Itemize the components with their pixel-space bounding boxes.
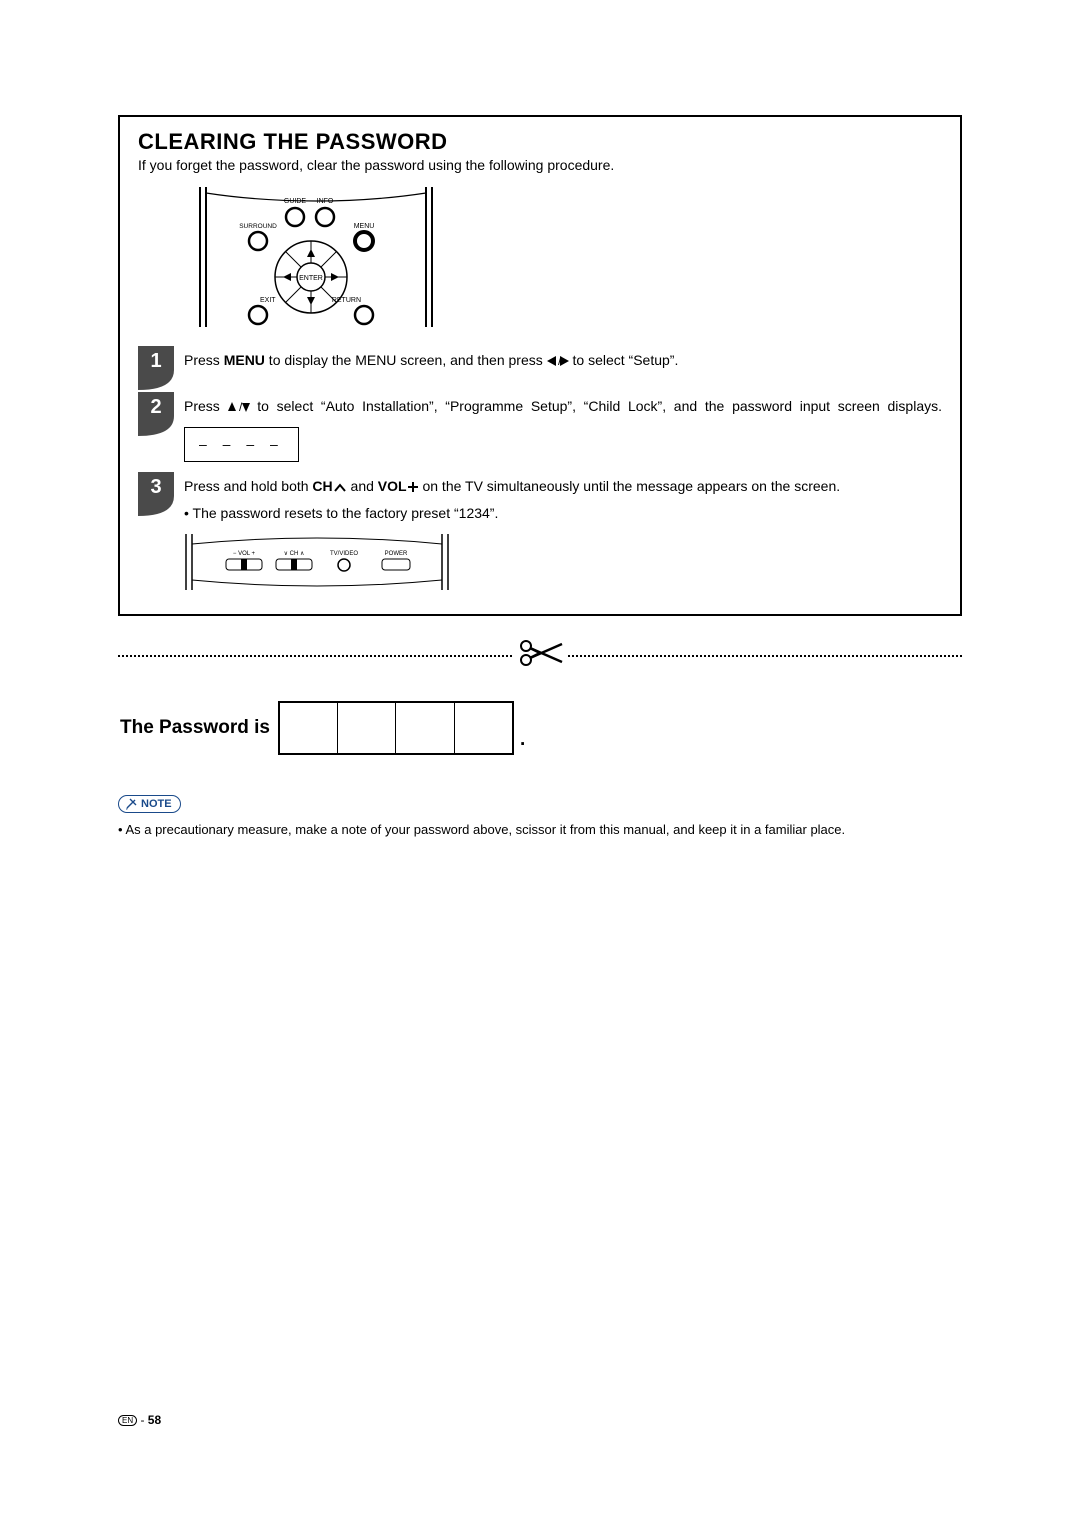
page-footer: EN - 58 — [118, 1413, 161, 1427]
svg-text:POWER: POWER — [385, 551, 408, 557]
step-num-3: 3 — [138, 476, 174, 499]
clearing-password-box: CLEARING THE PASSWORD If you forget the … — [118, 115, 962, 616]
step-3: 3 Press and hold both CH and VOL on the … — [138, 472, 942, 596]
return-label: RETURN — [332, 297, 361, 304]
dotted-line-right — [568, 655, 962, 657]
scissor-icon — [512, 638, 568, 673]
step-3-text: Press and hold both CH and VOL on the TV… — [184, 472, 942, 596]
svg-text:/: / — [239, 401, 243, 413]
step-2: 2 Press / to select “Auto Installation”,… — [138, 392, 942, 462]
enter-label: ENTER — [299, 275, 323, 282]
exit-label: EXIT — [260, 297, 276, 304]
password-period: . — [520, 729, 525, 755]
password-cell — [280, 703, 338, 753]
scissor-cut-line — [118, 638, 962, 673]
step-badge-2: 2 — [138, 392, 174, 428]
step-1-text: Press MENU to display the MENU screen, a… — [184, 346, 942, 373]
vol-plus-icon — [407, 478, 419, 499]
surround-label: SURROUND — [239, 223, 277, 230]
password-boxes — [278, 701, 514, 755]
svg-text:− VOL +: − VOL + — [233, 551, 256, 557]
section-title: CLEARING THE PASSWORD — [138, 129, 942, 155]
password-cell — [338, 703, 396, 753]
guide-label: GUIDE — [284, 198, 307, 205]
remote-illustration: GUIDE INFO SURROUND MENU — [198, 187, 942, 332]
svg-text:TV/VIDEO: TV/VIDEO — [330, 551, 358, 557]
step-2-text: Press / to select “Auto Installation”, “… — [184, 392, 942, 462]
step-1: 1 Press MENU to display the MENU screen,… — [138, 346, 942, 382]
password-record-row: The Password is . — [120, 701, 962, 755]
step-num-1: 1 — [138, 350, 174, 373]
up-down-arrow-icon: / — [228, 398, 250, 419]
left-right-arrow-icon: / — [547, 352, 569, 373]
footer-lang: EN — [118, 1415, 137, 1426]
dotted-line-left — [118, 655, 512, 657]
step-badge-1: 1 — [138, 346, 174, 382]
note-label: NOTE — [141, 798, 172, 810]
note-body: • As a precautionary measure, make a not… — [118, 822, 962, 837]
info-label: INFO — [317, 198, 334, 205]
footer-page-num: 58 — [148, 1413, 161, 1427]
step-num-2: 2 — [138, 396, 174, 419]
note-badge: NOTE — [118, 795, 181, 813]
password-label: The Password is — [120, 717, 270, 739]
note-icon — [124, 797, 138, 811]
menu-label: MENU — [354, 223, 375, 230]
tv-panel-illustration: − VOL + ∨ CH ∧ TV/VIDEO POWER — [184, 534, 942, 596]
svg-text:∨ CH ∧: ∨ CH ∧ — [284, 551, 305, 557]
password-dashes: – – – – — [184, 427, 299, 462]
password-cell — [455, 703, 512, 753]
step-badge-3: 3 — [138, 472, 174, 508]
password-cell — [396, 703, 454, 753]
section-subtitle: If you forget the password, clear the pa… — [138, 157, 942, 173]
ch-up-icon — [333, 478, 347, 499]
